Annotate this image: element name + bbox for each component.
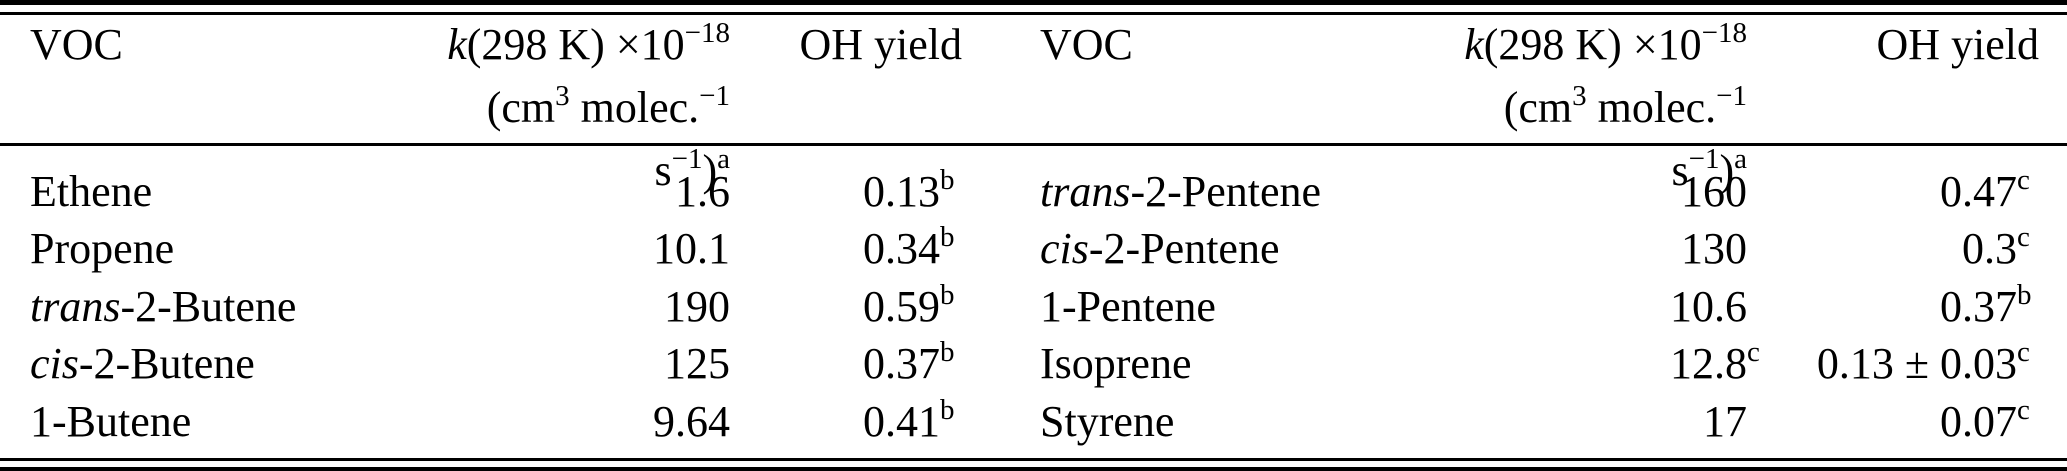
k-value: 125: [664, 339, 730, 389]
oh-yield-value: 0.3: [1962, 224, 2017, 274]
oh-yield-cell: 0.37b: [863, 336, 955, 389]
k-value-cell: 125: [430, 342, 730, 386]
table-row: cis-2-Butene 125 0.37b Isoprene 12.8c 0.…: [0, 336, 2067, 394]
voc-cell: cis-2-Butene: [0, 342, 430, 386]
voc-cell: 1-Butene: [0, 396, 430, 446]
column-header-k-right: k(298 K) ×10−18 (cm3 molec.−1 s−1)a: [1440, 16, 1747, 205]
voc-header-label: VOC: [30, 20, 123, 69]
k-value-cell: 10.1: [430, 227, 730, 271]
oh-yield-value: 0.34: [863, 224, 940, 274]
voc-cell: Ethene: [0, 166, 430, 216]
oh-yield-value: 0.37: [1940, 281, 2017, 331]
k-value: 10.1: [653, 224, 730, 274]
oh-header-label: OH yield: [799, 20, 962, 69]
voc-name: Propene: [30, 224, 175, 274]
oh-yield-cell: 0.13 ± 0.03c: [1816, 336, 2030, 389]
table-row: Ethene 1.6 0.13b trans-2-Pentene 160 0.4…: [0, 163, 2067, 221]
voc-name: -2-Butene: [78, 339, 255, 389]
k-header-line1: k(298 K) ×10−18: [447, 17, 730, 69]
oh-yield-value: 0.41: [863, 396, 940, 446]
oh-yield-cell: 0.13b: [863, 163, 955, 216]
k-value: 10.6: [1670, 281, 1747, 331]
k-value-cell: 17: [1440, 396, 1747, 446]
exponent-sup: −18: [684, 17, 730, 49]
voc-cell: Isoprene: [1040, 342, 1440, 386]
k-value: 190: [664, 281, 730, 331]
k-header-line1: k(298 K) ×10−18: [1464, 17, 1747, 69]
table-row: trans-2-Butene 190 0.59b 1-Pentene 10.6 …: [0, 278, 2067, 336]
oh-yield-cell: 0.41b: [863, 393, 955, 446]
footnote-marker-sup: a: [717, 143, 730, 175]
footnote-marker-sup: a: [1734, 143, 1747, 175]
voc-cell: 1-Pentene: [1040, 281, 1440, 331]
table-bottom-rule-thin: [0, 458, 2067, 461]
oh-header-label: OH yield: [1876, 20, 2039, 69]
voc-name: Isoprene: [1040, 339, 1192, 389]
table-top-rule-thin: [0, 12, 2067, 15]
k-value-cell: 130: [1440, 227, 1747, 271]
voc-name: -2-Pentene: [1088, 224, 1280, 274]
voc-cell: trans-2-Butene: [0, 281, 430, 331]
k-value: 9.64: [653, 396, 730, 446]
k-header-line2: (cm3 molec.−1 s−1)a: [1503, 80, 1747, 195]
table-bottom-rule-thick: [0, 467, 2067, 471]
exponent-sup: −18: [1701, 17, 1747, 49]
oh-yield-value: 0.59: [863, 281, 940, 331]
oh-yield-cell: 0.07c: [1940, 393, 2030, 446]
table-row: 1-Butene 9.64 0.41b Styrene 17 0.07c: [0, 393, 2067, 451]
voc-cell: cis-2-Pentene: [1040, 227, 1440, 271]
oh-yield-cell: 0.34b: [863, 221, 955, 274]
oh-yield-value: 0.07: [1940, 396, 2017, 446]
column-header-oh-left: OH yield: [730, 16, 962, 205]
voc-header-label: VOC: [1040, 20, 1133, 69]
k-header-line2: (cm3 molec.−1 s−1)a: [486, 80, 730, 195]
voc-name: 1-Butene: [30, 396, 192, 446]
voc-name-italic: trans: [30, 281, 121, 331]
k-value-cell: 10.6: [1440, 281, 1747, 331]
k-value-cell: 12.8c: [1670, 336, 1760, 389]
table-row: Propene 10.1 0.34b cis-2-Pentene 130 0.3…: [0, 221, 2067, 279]
voc-name-italic: cis: [30, 339, 79, 389]
voc-cell: trans-2-Pentene: [1040, 166, 1440, 216]
voc-cell: Styrene: [1040, 396, 1440, 446]
oh-yield-cell: 0.59b: [863, 278, 955, 331]
voc-name-italic: trans: [1040, 166, 1131, 216]
voc-name: Ethene: [30, 166, 153, 216]
k-value-cell: 1.6: [430, 166, 730, 216]
k-value: 1.6: [675, 166, 730, 216]
table-body: Ethene 1.6 0.13b trans-2-Pentene 160 0.4…: [0, 163, 2067, 451]
k-value: 12.8: [1670, 339, 1747, 389]
table-header-row: VOC k(298 K) ×10−18 (cm3 molec.−1 s−1)a …: [0, 16, 2067, 205]
table-header-rule: [0, 143, 2067, 146]
k-value: 130: [1681, 224, 1747, 274]
k-value-cell: 190: [430, 281, 730, 331]
column-header-oh-right: OH yield: [1747, 16, 2039, 205]
voc-cell: Propene: [0, 227, 430, 271]
oh-yield-cell: 0.3c: [1962, 221, 2030, 274]
column-header-voc-left: VOC: [0, 16, 430, 205]
column-header-voc-right: VOC: [1040, 16, 1440, 205]
table-top-rule-thick: [0, 0, 2067, 5]
k-value-cell: 9.64: [430, 396, 730, 446]
voc-name: 1-Pentene: [1040, 281, 1216, 331]
k-value: 17: [1703, 396, 1747, 446]
oh-yield-value: 0.13 ± 0.03: [1816, 339, 2017, 389]
k-value-cell: 160: [1440, 166, 1747, 216]
oh-yield-cell: 0.37b: [1940, 278, 2032, 331]
oh-yield-cell: 0.47c: [1940, 163, 2030, 216]
oh-yield-value: 0.47: [1940, 166, 2017, 216]
column-header-k-left: k(298 K) ×10−18 (cm3 molec.−1 s−1)a: [430, 16, 730, 205]
oh-yield-value: 0.13: [863, 166, 940, 216]
oh-yield-value: 0.37: [863, 339, 940, 389]
voc-name-italic: cis: [1040, 224, 1089, 274]
voc-name: Styrene: [1040, 396, 1175, 446]
k-value: 160: [1681, 166, 1747, 216]
voc-name: -2-Butene: [120, 281, 297, 331]
voc-name: -2-Pentene: [1130, 166, 1322, 216]
